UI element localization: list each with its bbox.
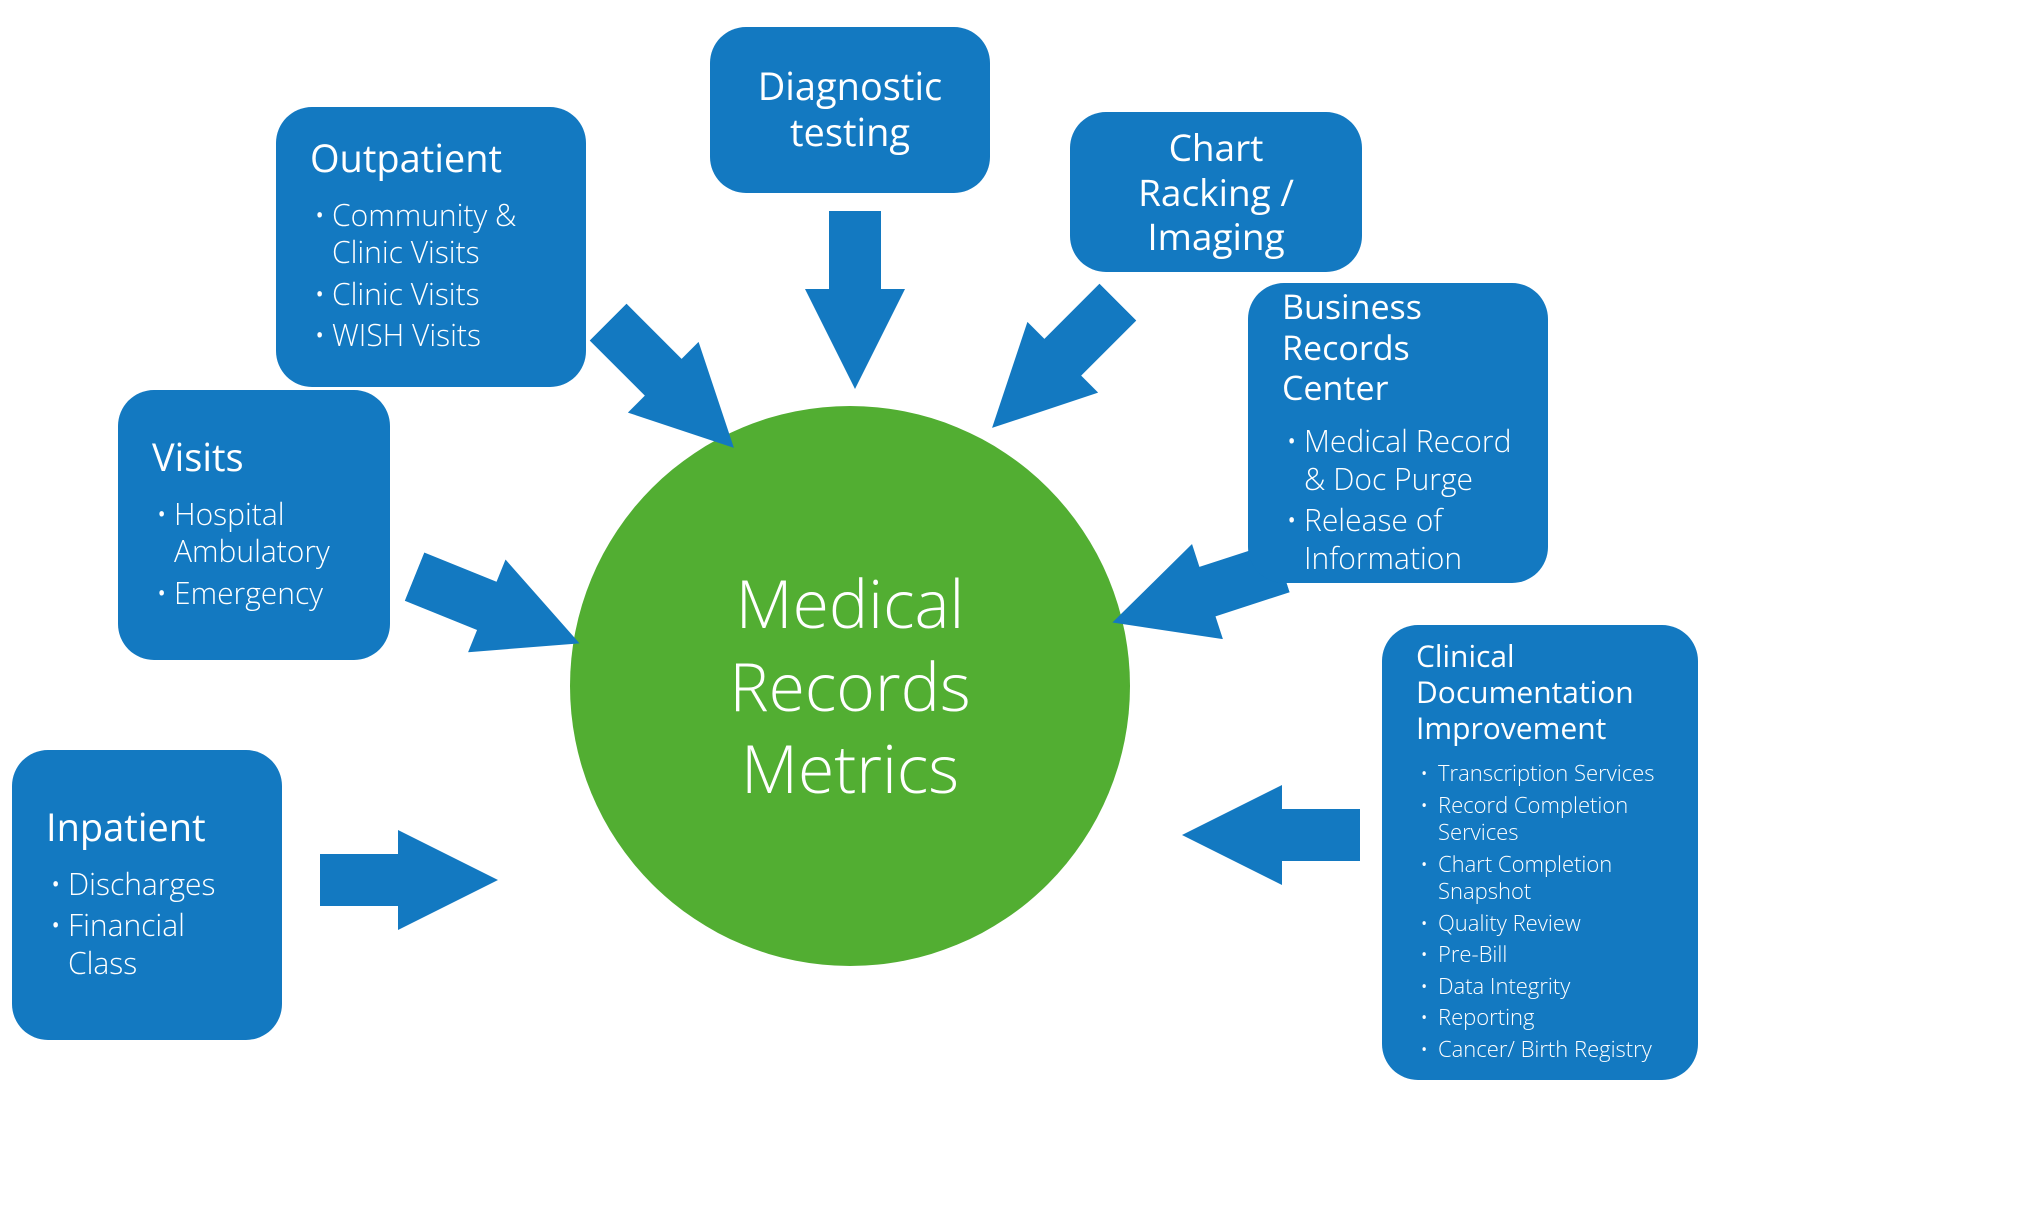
- node-title: Chart Racking / Imaging: [1104, 125, 1328, 258]
- bullet-item: Discharges: [46, 865, 248, 903]
- node-bullets: Hospital Ambulatory Emergency: [152, 491, 356, 616]
- node-clinical-doc: Clinical Documentation ImprovementTransc…: [1382, 625, 1698, 1080]
- bullet-item: Medical Record & Doc Purge: [1282, 422, 1514, 497]
- bullet-item: Hospital Ambulatory: [152, 495, 356, 570]
- node-title: Clinical Documentation Improvement: [1416, 638, 1664, 746]
- node-diagnostic: Diagnostic testing: [710, 27, 990, 193]
- bullet-item: Emergency: [152, 574, 356, 612]
- node-title: Inpatient: [46, 805, 248, 851]
- node-title: Diagnostic testing: [744, 64, 956, 155]
- bullet-item: Chart Completion Snapshot: [1416, 851, 1664, 906]
- bullet-item: Release of Information: [1282, 501, 1514, 576]
- bullet-item: Quality Review: [1416, 910, 1664, 938]
- arrow-diagnostic: [805, 211, 905, 389]
- arrow-chart-racking: [957, 267, 1154, 464]
- bullet-item: Transcription Services: [1416, 760, 1664, 788]
- bullet-item: Cancer/ Birth Registry: [1416, 1036, 1664, 1064]
- bullet-item: Community & Clinic Visits: [310, 196, 552, 271]
- arrow-clinical-doc: [1182, 785, 1360, 885]
- center-label: MedicalRecordsMetrics: [729, 562, 970, 810]
- bullet-item: Reporting: [1416, 1004, 1664, 1032]
- node-title: Outpatient: [310, 136, 552, 182]
- node-visits: Visits Hospital Ambulatory Emergency: [118, 390, 390, 660]
- node-bullets: Transcription Services Record Completion …: [1416, 756, 1664, 1067]
- bullet-item: Financial Class: [46, 906, 248, 981]
- node-title: Visits: [152, 435, 356, 481]
- node-bullets: DischargesFinancial Class: [46, 861, 248, 986]
- bullet-item: Pre-Bill: [1416, 941, 1664, 969]
- node-bullets: Community & Clinic Visits Clinic VisitsWI…: [310, 192, 552, 358]
- node-chart-racking: Chart Racking / Imaging: [1070, 112, 1362, 272]
- arrow-visits: [396, 530, 598, 689]
- center-circle: MedicalRecordsMetrics: [570, 406, 1130, 966]
- diagram-canvas: MedicalRecordsMetrics Inpatient Discharge…: [0, 0, 2026, 1211]
- node-bullets: Medical Record & Doc PurgeRelease of Inf…: [1282, 418, 1514, 580]
- node-outpatient: Outpatient Community & Clinic Visits Clini…: [276, 107, 586, 387]
- arrow-inpatient: [320, 830, 498, 930]
- bullet-item: WISH Visits: [310, 316, 552, 354]
- node-inpatient: Inpatient DischargesFinancial Class: [12, 750, 282, 1040]
- bullet-item: Data Integrity: [1416, 973, 1664, 1001]
- node-title: Business Records Center: [1282, 286, 1514, 408]
- node-business-records: Business Records CenterMedical Record & …: [1248, 283, 1548, 583]
- bullet-item: Record Completion Services: [1416, 792, 1664, 847]
- bullet-item: Clinic Visits: [310, 275, 552, 313]
